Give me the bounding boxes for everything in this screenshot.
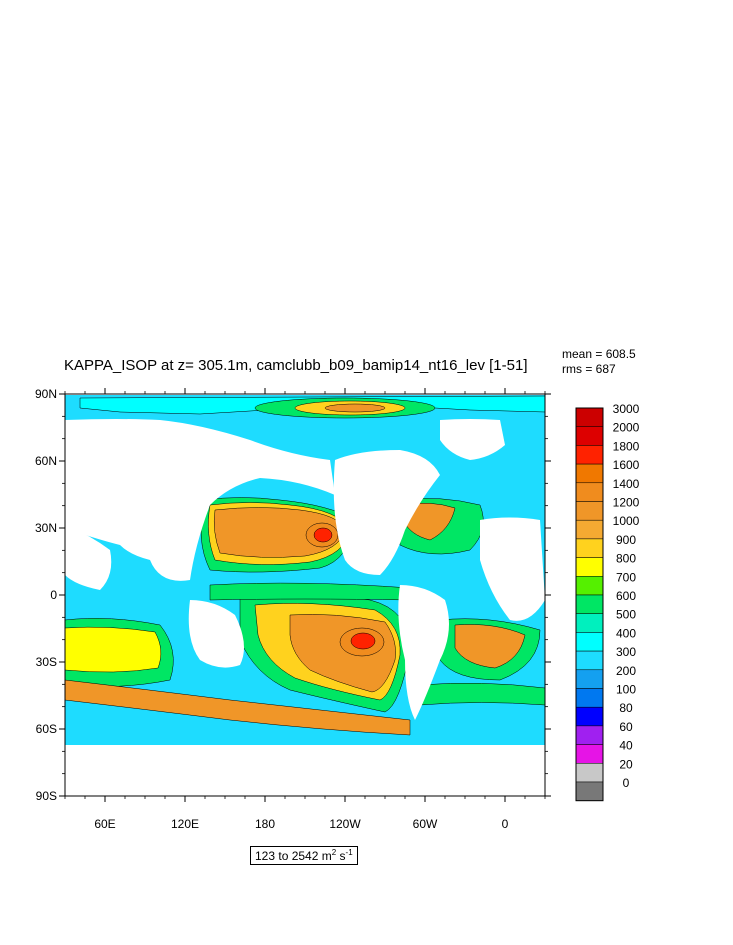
colorbar: 3000200018001600140012001000900800700600… [575,402,640,802]
colorbar-label: 1000 [613,514,640,528]
colorbar-swatch [575,669,604,689]
colorbar-label: 300 [616,645,636,659]
colorbar-swatch [575,501,604,521]
plot-title: KAPPA_ISOP at z= 305.1m, camclubb_b09_ba… [64,357,528,374]
lat-label: 90S [36,789,57,803]
npac-orange [213,507,346,558]
colorbar-frame [575,407,604,802]
colorbar-swatch [575,613,604,633]
colorbar-swatch [575,594,604,614]
colorbar-label: 800 [616,552,636,566]
colorbar-label: 700 [616,570,636,584]
colorbar-swatch [575,781,604,801]
units-label: 123 to 2542 m2 s-1 [250,846,358,865]
colorbar-label: 100 [616,683,636,697]
africa-land [480,517,545,621]
spac-max2 [350,632,376,650]
indian-yellow [65,626,162,673]
colorbar-label: 1400 [613,477,640,491]
lon-label: 180 [255,817,275,831]
colorbar-label: 0 [623,776,630,790]
lat-label: 90N [35,387,57,401]
natl-orange [402,502,456,541]
rms-value: rms = 687 [562,362,616,376]
satl-orange [454,624,526,669]
south-america-land [398,585,449,720]
colorbar-label: 40 [619,739,633,753]
north-america-land [333,450,440,575]
lon-label: 120E [171,817,199,831]
colorbar-label: 600 [616,589,636,603]
units-range: 123 to 2542 m [255,849,332,863]
colorbar-swatch [575,725,604,745]
longitude-axis: 60E 120E 180 120W 60W 0 [64,388,546,831]
australia-land [188,600,244,668]
lat-label: 30N [35,521,57,535]
colorbar-swatch [575,445,604,465]
colorbar-swatch [575,688,604,708]
lat-label: 60N [35,454,57,468]
colorbar-swatch [575,426,604,446]
statistics: mean = 608.5 rms = 687 [562,347,636,377]
colorbar-swatch [575,763,604,783]
colorbar-swatch [575,744,604,764]
lat-label: 60S [36,722,57,736]
colorbar-swatch [575,482,604,502]
units-s: s [336,849,346,863]
colorbar-swatch [575,650,604,671]
antarctica-land [65,745,545,796]
lat-label: 30S [36,655,57,669]
colorbar-label: 500 [616,608,636,622]
colorbar-label: 3000 [613,402,640,416]
lon-label: 0 [502,817,509,831]
colorbar-label: 400 [616,626,636,640]
colorbar-label: 2000 [613,421,640,435]
units-m-exponent: 2 [331,848,337,857]
colorbar-label: 900 [616,533,636,547]
units-s-exponent: -1 [345,848,353,857]
colorbar-swatch [575,463,604,484]
greenland-land [440,419,505,460]
satl-south-band [419,682,545,706]
colorbar-swatch [575,538,604,558]
colorbar-swatch [575,706,604,727]
lat-label: 0 [50,588,57,602]
colorbar-swatch [575,519,604,540]
india-land [65,525,112,590]
colorbar-label: 200 [616,664,636,678]
lon-label: 60E [94,817,115,831]
mean-value: mean = 608.5 [562,347,636,361]
arctic-orange [324,403,386,413]
map-panel: 90N 60N 30N 0 30S 60S 90S 60E 120E 180 120W 60W 0 [35,387,551,831]
lon-label: 120W [329,817,361,831]
lon-label: 60W [413,817,438,831]
latitude-axis: 90N 60N 30N 0 30S 60S 90S [35,387,551,803]
colorbar-label: 1800 [613,439,640,453]
colorbar-swatch [575,407,604,427]
southern-orange [65,679,411,736]
colorbar-swatch [575,576,604,596]
colorbar-label: 60 [619,720,633,734]
colorbar-label: 80 [619,701,633,715]
colorbar-swatch [575,632,604,652]
colorbar-swatch [575,557,604,577]
npac-max2 [313,527,333,543]
ocean-field [65,395,545,796]
colorbar-label: 1200 [613,496,640,510]
colorbar-label: 20 [619,757,633,771]
eurasia-land [65,419,335,581]
colorbar-label: 1600 [613,458,640,472]
